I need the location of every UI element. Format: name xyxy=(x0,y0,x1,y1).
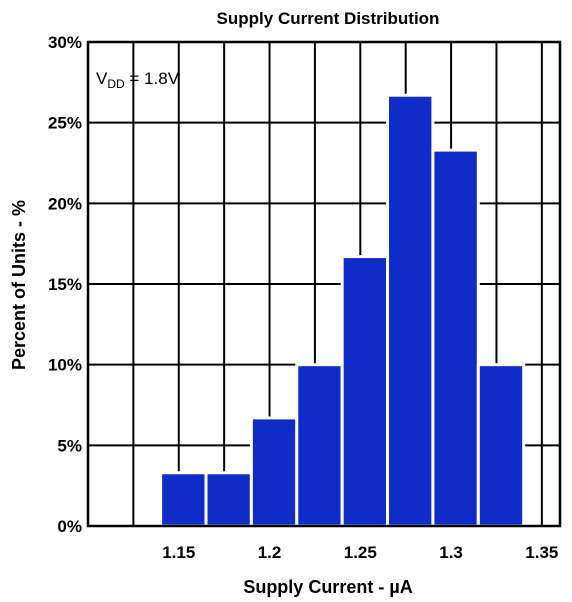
histogram-bar xyxy=(159,471,208,528)
chart-title: Supply Current Distribution xyxy=(217,9,440,28)
bars xyxy=(159,93,526,528)
x-tick-label: 1.15 xyxy=(162,543,195,562)
plot-frame xyxy=(86,40,562,528)
x-tick-label: 1.25 xyxy=(344,543,377,562)
y-tick-label: 0% xyxy=(57,517,82,536)
histogram-bar xyxy=(476,363,526,528)
y-tick-label: 5% xyxy=(57,436,82,455)
annotation-rest: = 1.8V xyxy=(125,69,180,88)
y-tick-label: 10% xyxy=(48,356,82,375)
histogram-bar xyxy=(431,148,480,528)
y-tick-label: 15% xyxy=(48,275,82,294)
x-tick-label: 1.3 xyxy=(439,543,463,562)
histogram-bar xyxy=(340,255,390,528)
y-tick-label: 25% xyxy=(48,114,82,133)
x-tick-label: 1.35 xyxy=(525,543,558,562)
histogram-bar xyxy=(295,363,344,528)
histogram-bar xyxy=(204,471,253,528)
x-axis-label: Supply Current - µA xyxy=(243,577,412,597)
y-tick-label: 20% xyxy=(48,194,82,213)
x-tick-labels: 1.15 1.2 1.25 1.3 1.35 xyxy=(162,543,558,562)
histogram-bar xyxy=(249,416,299,528)
x-tick-label: 1.2 xyxy=(258,543,282,562)
y-axis-label: Percent of Units - % xyxy=(9,200,29,370)
y-tick-labels: 0% 5% 10% 15% 20% 25% 30% xyxy=(48,33,82,536)
annotation-subscript: DD xyxy=(107,77,125,91)
annotation-main: V xyxy=(96,69,108,88)
histogram-bar xyxy=(386,93,435,528)
vdd-annotation: VDD = 1.8V xyxy=(96,69,180,91)
y-tick-label: 30% xyxy=(48,33,82,52)
